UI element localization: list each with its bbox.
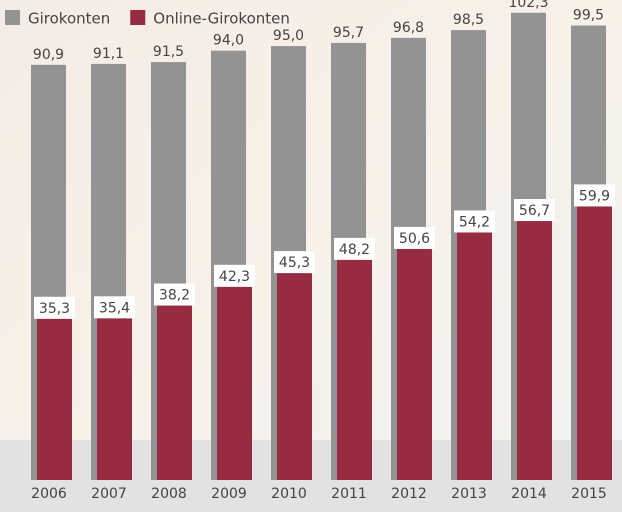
value-label: 48,2 (339, 242, 370, 258)
value-label: 96,8 (393, 20, 424, 36)
x-tick-label: 2006 (31, 486, 67, 502)
value-label: 102,3 (508, 0, 548, 11)
x-tick-label: 2012 (391, 486, 427, 502)
legend-swatch (130, 10, 145, 25)
value-label: 90,9 (33, 47, 64, 63)
bar (397, 249, 432, 480)
bar (157, 306, 192, 480)
value-label: 91,5 (153, 44, 184, 60)
x-tick-label: 2007 (91, 486, 127, 502)
value-label: 94,0 (213, 33, 244, 49)
x-tick-label: 2010 (271, 486, 307, 502)
bar (337, 260, 372, 480)
value-label: 95,0 (273, 28, 304, 44)
value-label: 98,5 (453, 12, 484, 28)
value-label: 42,3 (219, 269, 250, 285)
bar (517, 221, 552, 480)
x-tick-label: 2015 (571, 486, 607, 502)
chart: Girokonten Online-Girokonten 2006 90,9 35,3 2… (0, 0, 622, 512)
x-tick-label: 2013 (451, 486, 487, 502)
bar (277, 273, 312, 480)
value-label: 59,9 (579, 188, 610, 204)
value-label: 38,2 (159, 288, 190, 304)
bar (97, 318, 132, 480)
legend-label: Girokonten (28, 10, 110, 28)
bar (217, 287, 252, 480)
legend-swatch (5, 10, 20, 25)
bar (37, 319, 72, 480)
bar (457, 232, 492, 480)
x-tick-label: 2009 (211, 486, 247, 502)
value-label: 50,6 (399, 231, 430, 247)
legend-label: Online-Girokonten (153, 10, 290, 28)
x-tick-label: 2014 (511, 486, 547, 502)
x-tick-label: 2011 (331, 486, 367, 502)
x-tick-label: 2008 (151, 486, 187, 502)
value-label: 99,5 (573, 8, 604, 24)
value-label: 45,3 (279, 255, 310, 271)
value-label: 54,2 (459, 214, 490, 230)
value-label: 35,4 (99, 300, 130, 316)
value-label: 56,7 (519, 203, 550, 219)
bar (577, 206, 612, 480)
value-label: 95,7 (333, 25, 364, 41)
value-label: 35,3 (39, 301, 70, 317)
value-label: 91,1 (93, 46, 124, 62)
